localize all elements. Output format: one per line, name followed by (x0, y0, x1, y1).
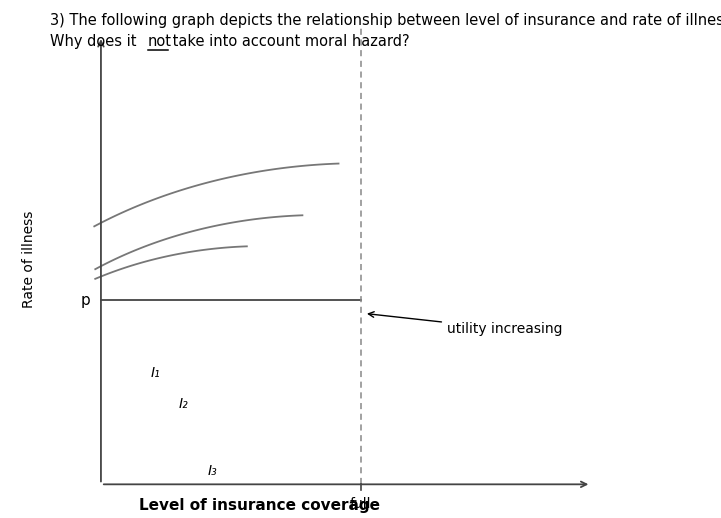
Text: Rate of illness: Rate of illness (22, 210, 36, 308)
Text: full: full (350, 497, 371, 511)
Text: I₁: I₁ (150, 366, 160, 380)
Text: utility increasing: utility increasing (368, 312, 562, 336)
Text: I₂: I₂ (179, 397, 189, 411)
Point (164, 47, 172, 53)
Text: Level of insurance coverage: Level of insurance coverage (139, 498, 380, 513)
Text: p: p (80, 293, 90, 308)
Text: not: not (148, 34, 172, 49)
Text: 3) The following graph depicts the relationship between level of insurance and r: 3) The following graph depicts the relat… (50, 13, 721, 28)
Text: Why does it: Why does it (50, 34, 141, 49)
Point (143, 47, 152, 53)
Text: I₃: I₃ (208, 464, 218, 479)
Text: take into account moral hazard?: take into account moral hazard? (168, 34, 410, 49)
